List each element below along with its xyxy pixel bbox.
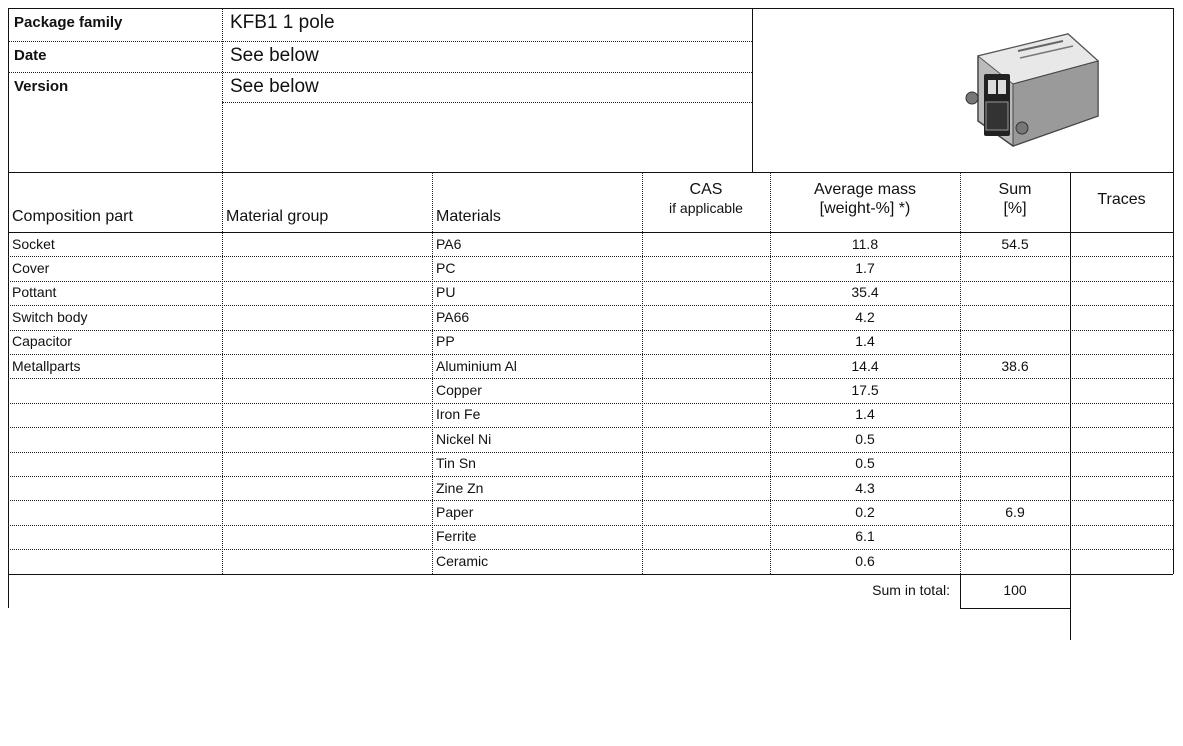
table-cell: Paper: [432, 500, 642, 524]
column-header: Material group: [222, 172, 432, 232]
table-cell: Ferrite: [432, 525, 642, 549]
table-cell: PA66: [432, 305, 642, 329]
v-line: [960, 574, 961, 608]
h-line: [222, 102, 752, 103]
v-line: [1173, 172, 1174, 574]
table-cell: 6.9: [960, 500, 1070, 524]
column-header-line: if applicable: [669, 199, 743, 218]
table-cell: 0.5: [770, 452, 960, 476]
v-line: [642, 172, 643, 574]
table-cell: Ceramic: [432, 549, 642, 573]
table-cell: PU: [432, 281, 642, 305]
h-line: [960, 608, 1070, 609]
table-cell: 0.6: [770, 549, 960, 573]
column-header: Materials: [432, 172, 642, 232]
table-cell: 1.7: [770, 256, 960, 280]
page: Package familyKFB1 1 poleDateSee belowVe…: [0, 0, 1183, 746]
v-line: [1173, 8, 1174, 172]
table-cell: PA6: [432, 232, 642, 256]
table-cell: Capacitor: [8, 330, 222, 354]
table-cell: Aluminium Al: [432, 354, 642, 378]
table-cell: 0.2: [770, 500, 960, 524]
table-cell: PC: [432, 256, 642, 280]
v-line: [222, 8, 223, 172]
v-line: [222, 172, 223, 574]
total-label: Sum in total:: [770, 574, 954, 608]
table-cell: 4.3: [770, 476, 960, 500]
v-line: [1070, 172, 1071, 640]
field-value: See below: [226, 72, 752, 102]
table-cell: PP: [432, 330, 642, 354]
column-header-line: CAS: [690, 180, 723, 199]
column-header-line: Sum: [999, 180, 1032, 199]
table-cell: 35.4: [770, 281, 960, 305]
table-cell: Tin Sn: [432, 452, 642, 476]
table-cell: Iron Fe: [432, 403, 642, 427]
table-cell: Copper: [432, 378, 642, 402]
field-value: See below: [226, 41, 752, 72]
table-cell: 38.6: [960, 354, 1070, 378]
table-cell: 54.5: [960, 232, 1070, 256]
table-cell: Nickel Ni: [432, 427, 642, 451]
table-cell: 0.5: [770, 427, 960, 451]
product-photo: [958, 16, 1108, 161]
table-cell: 14.4: [770, 354, 960, 378]
table-cell: Cover: [8, 256, 222, 280]
table-cell: 17.5: [770, 378, 960, 402]
field-label: Date: [10, 41, 222, 72]
v-line: [752, 8, 753, 172]
column-header: Composition part: [8, 172, 222, 232]
column-header: Average mass[weight-%] *): [770, 172, 960, 232]
column-header-line: [%]: [1003, 199, 1026, 218]
table-cell: Socket: [8, 232, 222, 256]
table-cell: 1.4: [770, 330, 960, 354]
column-header-line: Average mass: [814, 180, 916, 199]
table-cell: 6.1: [770, 525, 960, 549]
table-cell: 11.8: [770, 232, 960, 256]
field-value: KFB1 1 pole: [226, 8, 752, 41]
field-label: Package family: [10, 8, 222, 41]
table-cell: Zine Zn: [432, 476, 642, 500]
column-header: Sum[%]: [960, 172, 1070, 232]
table-cell: 1.4: [770, 403, 960, 427]
table-cell: Metallparts: [8, 354, 222, 378]
column-header: Traces: [1070, 172, 1173, 232]
column-header-line: [weight-%] *): [820, 199, 911, 218]
total-value: 100: [960, 574, 1070, 608]
table-cell: Pottant: [8, 281, 222, 305]
table-cell: Switch body: [8, 305, 222, 329]
field-label: Version: [10, 72, 222, 102]
table-cell: 4.2: [770, 305, 960, 329]
